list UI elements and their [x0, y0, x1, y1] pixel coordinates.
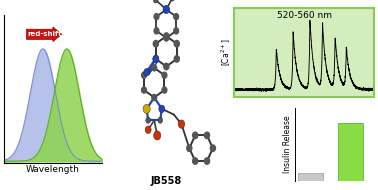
Bar [298, 173, 324, 180]
Circle shape [164, 35, 169, 41]
Circle shape [154, 28, 159, 34]
Circle shape [193, 132, 198, 139]
Circle shape [178, 120, 185, 128]
Circle shape [174, 28, 178, 34]
Text: JB558: JB558 [151, 176, 182, 186]
Text: 520-560 nm: 520-560 nm [277, 11, 332, 20]
Circle shape [164, 33, 169, 39]
Circle shape [174, 14, 178, 20]
Circle shape [152, 94, 156, 101]
Circle shape [210, 145, 215, 151]
Bar [338, 123, 363, 180]
Circle shape [162, 87, 167, 93]
Circle shape [193, 158, 198, 164]
Circle shape [174, 40, 180, 47]
Circle shape [153, 55, 159, 63]
Circle shape [164, 63, 169, 70]
Circle shape [153, 56, 158, 62]
Circle shape [143, 104, 150, 113]
Text: red-shift: red-shift [28, 31, 62, 37]
Circle shape [204, 158, 209, 164]
Circle shape [153, 0, 158, 3]
Circle shape [163, 5, 170, 14]
Circle shape [170, 0, 175, 1]
Circle shape [142, 87, 146, 93]
Circle shape [144, 68, 150, 76]
Y-axis label: Absorbance: Absorbance [0, 63, 2, 116]
Circle shape [146, 117, 150, 123]
Circle shape [187, 145, 192, 151]
Circle shape [142, 72, 146, 78]
Circle shape [158, 117, 163, 123]
Circle shape [174, 56, 180, 62]
Circle shape [159, 105, 165, 113]
Circle shape [204, 132, 209, 139]
Y-axis label: [Ca$^{2+}$]: [Ca$^{2+}$] [220, 38, 233, 66]
X-axis label: Wavelength: Wavelength [26, 165, 80, 174]
Circle shape [162, 72, 167, 78]
Circle shape [153, 131, 161, 140]
Circle shape [164, 6, 169, 13]
Circle shape [145, 126, 151, 134]
Circle shape [153, 40, 158, 47]
Circle shape [154, 14, 159, 20]
Y-axis label: Insulin Release: Insulin Release [283, 116, 292, 173]
Circle shape [152, 65, 156, 71]
FancyArrow shape [26, 27, 62, 42]
